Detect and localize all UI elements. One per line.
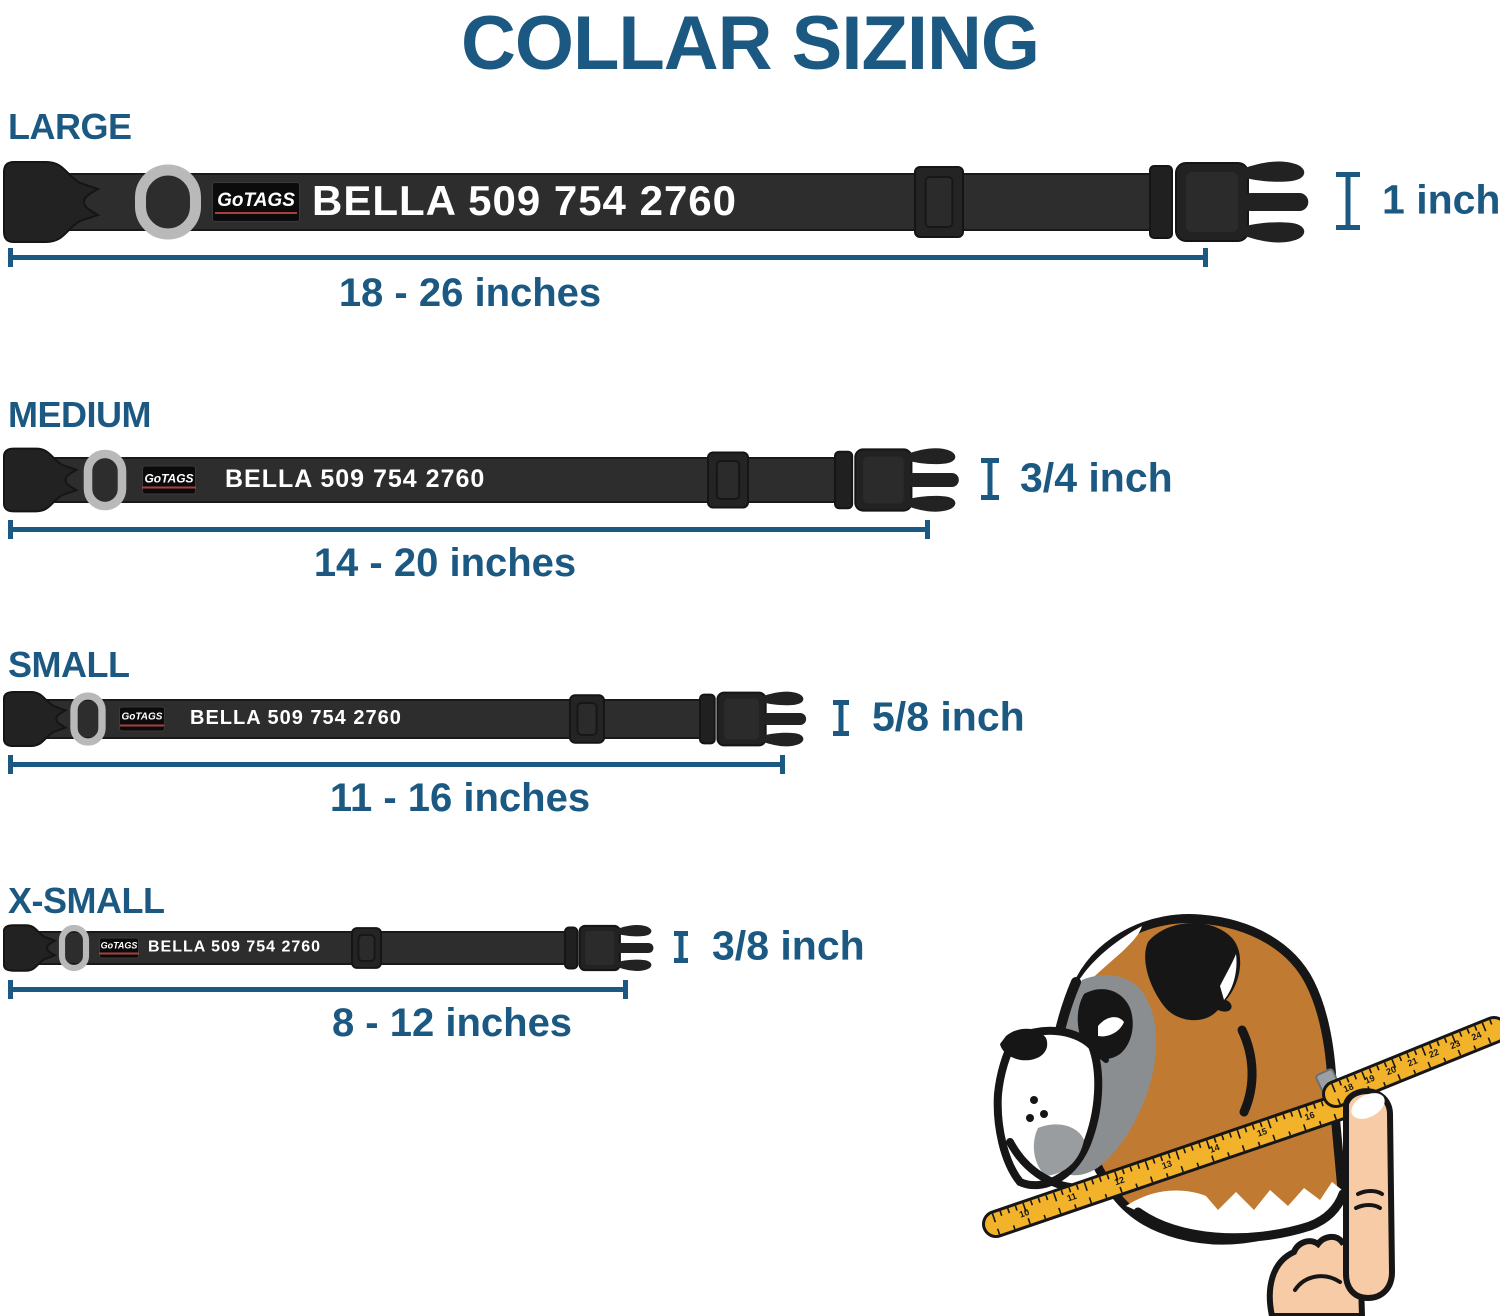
- fingernail: [1351, 1093, 1385, 1119]
- length-range-label: 18 - 26 inches: [338, 271, 602, 315]
- nose: [1000, 1028, 1048, 1061]
- collar-personalization-text: BELLA 509 754 2760: [225, 464, 486, 493]
- width-bracket-icon: [674, 931, 688, 963]
- svg-text:12: 12: [1113, 1175, 1126, 1188]
- measuring-tape-lower: 10 11 12 13 14 15 16: [982, 1090, 1362, 1238]
- dog-head: [993, 914, 1348, 1245]
- width-bracket-icon: [1336, 172, 1360, 230]
- svg-text:20: 20: [1385, 1064, 1398, 1077]
- female-buckle: [3, 690, 69, 748]
- collar-graphic-medium: [3, 447, 959, 513]
- svg-text:24: 24: [1470, 1029, 1483, 1042]
- collar-graphic-xsmall: [3, 924, 654, 972]
- forehead-blaze: [1068, 926, 1142, 1004]
- width-label: 3/8 inch: [712, 922, 865, 969]
- length-measure-line: [8, 248, 1208, 267]
- width-label: 5/8 inch: [872, 693, 1025, 740]
- chest: [1126, 1182, 1342, 1238]
- d-ring: [83, 449, 127, 511]
- svg-text:13: 13: [1161, 1158, 1174, 1171]
- size-label-medium: MEDIUM: [8, 394, 152, 435]
- dog-illustration: 10 11 12 13 14 15 16 18 19 20 21 22 23 24: [982, 914, 1500, 1316]
- d-ring: [58, 924, 90, 972]
- eye-glint: [1098, 1017, 1124, 1037]
- dog-ear: [1145, 923, 1241, 1021]
- d-ring: [70, 692, 106, 746]
- svg-text:16: 16: [1303, 1110, 1316, 1123]
- collar-graphic-large: [3, 161, 1309, 243]
- svg-text:19: 19: [1363, 1073, 1376, 1086]
- female-buckle: [3, 161, 101, 243]
- brand-patch: GoTAGS: [212, 182, 300, 222]
- length-measure-line: [8, 755, 785, 774]
- svg-text:21: 21: [1406, 1055, 1419, 1068]
- size-label-small: SMALL: [8, 644, 130, 685]
- jowl: [1033, 1124, 1084, 1176]
- length-measure-line: [8, 980, 628, 999]
- size-label-xsmall: X-SMALL: [8, 880, 165, 921]
- svg-text:15: 15: [1256, 1126, 1269, 1139]
- d-ring: [135, 164, 201, 240]
- hand: [1266, 1088, 1396, 1316]
- length-range-label: 8 - 12 inches: [331, 1001, 573, 1045]
- svg-text:11: 11: [1066, 1191, 1078, 1204]
- brand-logo: GoTAGS: [98, 941, 140, 955]
- collar-personalization-text: BELLA 509 754 2760: [148, 938, 322, 956]
- collar-graphic-small: [3, 690, 807, 748]
- collar-personalization-text: BELLA 509 754 2760: [190, 707, 402, 730]
- female-buckle: [3, 447, 79, 513]
- width-label: 1 inch: [1382, 176, 1500, 223]
- brand-patch: GoTAGS: [142, 465, 196, 495]
- width-bracket-icon: [833, 700, 849, 736]
- index-finger: [1343, 1088, 1396, 1302]
- brand-logo: GoTAGS: [215, 191, 297, 214]
- width-bracket-icon: [981, 458, 999, 500]
- svg-text:22: 22: [1427, 1047, 1440, 1060]
- svg-text:23: 23: [1449, 1038, 1462, 1051]
- brand-patch: GoTAGS: [119, 706, 165, 732]
- brand-logo: GoTAGS: [142, 472, 196, 488]
- length-range-label: 11 - 16 inches: [329, 776, 591, 820]
- length-measure-line: [8, 520, 930, 539]
- width-label: 3/4 inch: [1020, 454, 1173, 501]
- brand-logo: GoTAGS: [119, 712, 165, 726]
- brand-patch: GoTAGS: [98, 937, 140, 959]
- svg-text:10: 10: [1018, 1207, 1031, 1220]
- svg-text:14: 14: [1208, 1142, 1221, 1155]
- collar-personalization-text: BELLA 509 754 2760: [312, 177, 738, 225]
- female-buckle: [3, 924, 58, 972]
- length-range-label: 14 - 20 inches: [313, 541, 577, 585]
- page-title: COLLAR SIZING: [460, 1, 1040, 86]
- measuring-tape-upper: 18 19 20 21 22 23 24: [1322, 1016, 1500, 1108]
- svg-text:18: 18: [1342, 1081, 1355, 1094]
- size-label-large: LARGE: [8, 106, 132, 147]
